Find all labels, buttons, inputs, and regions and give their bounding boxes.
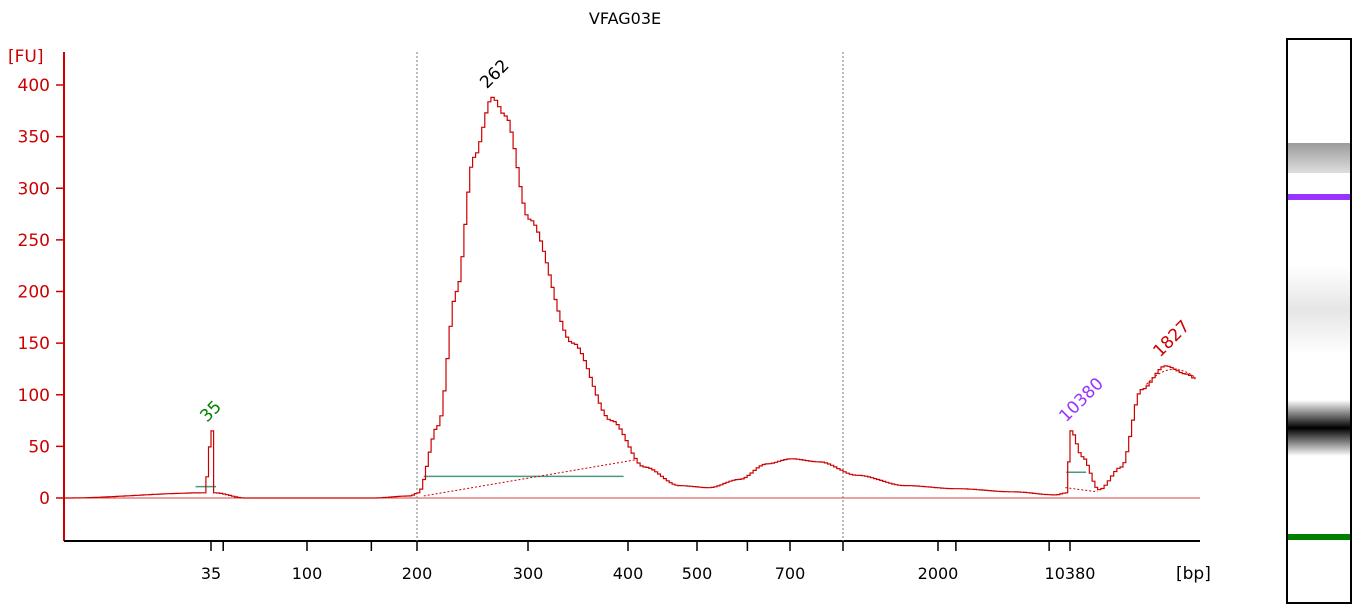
upper-marker-dotted bbox=[1146, 369, 1196, 385]
y-axis-ticks: 0 50 100 150 200 250 300 350 400 bbox=[18, 76, 64, 509]
trace-series bbox=[64, 96, 1196, 499]
gel-band bbox=[1288, 534, 1350, 541]
peak-label: 10380 bbox=[1055, 374, 1107, 426]
y-tick-label: 250 bbox=[18, 231, 50, 251]
trace-line bbox=[64, 96, 1196, 499]
y-tick-label: 400 bbox=[18, 76, 50, 96]
x-axis-label: [bp] bbox=[1176, 564, 1211, 584]
x-tick-label: 2000 bbox=[918, 564, 959, 583]
y-tick-label: 350 bbox=[18, 128, 50, 148]
chart-axes bbox=[63, 52, 1200, 542]
gel-band bbox=[1288, 264, 1350, 355]
peak-label: 35 bbox=[196, 397, 225, 426]
chart-title: VFAG03E bbox=[589, 9, 661, 28]
y-tick-label: 300 bbox=[18, 179, 50, 199]
peak-labels: 35 262 10380 1827 bbox=[196, 56, 1194, 427]
peak-label: 1827 bbox=[1149, 317, 1194, 362]
y-tick-label: 0 bbox=[39, 489, 50, 509]
x-tick-label: 10380 bbox=[1045, 564, 1096, 583]
gel-band bbox=[1288, 194, 1350, 201]
x-tick-label: 100 bbox=[292, 564, 323, 583]
x-tick-label: 400 bbox=[613, 564, 644, 583]
y-tick-label: 200 bbox=[18, 283, 50, 303]
y-tick-label: 50 bbox=[28, 437, 50, 457]
x-tick-label: 200 bbox=[402, 564, 433, 583]
marker-peak-dotted bbox=[1065, 487, 1098, 493]
peak-label: 262 bbox=[476, 56, 513, 93]
gel-lane bbox=[1286, 38, 1352, 604]
y-axis-label: [FU] bbox=[8, 47, 44, 67]
x-tick-label: 300 bbox=[513, 564, 544, 583]
x-axis-ticks: 35 100 200 300 400 500 700 2000 10380 bbox=[201, 541, 1096, 583]
region-markers bbox=[416, 52, 844, 541]
main-peak-baseline-dotted bbox=[423, 459, 636, 497]
x-tick-label: 500 bbox=[682, 564, 713, 583]
x-tick-label: 35 bbox=[201, 564, 221, 583]
y-tick-label: 150 bbox=[18, 334, 50, 354]
x-tick-label: 700 bbox=[775, 564, 806, 583]
y-tick-label: 100 bbox=[18, 386, 50, 406]
gel-band bbox=[1288, 143, 1350, 174]
peak-baselines bbox=[195, 459, 1098, 497]
gel-band bbox=[1288, 399, 1350, 456]
